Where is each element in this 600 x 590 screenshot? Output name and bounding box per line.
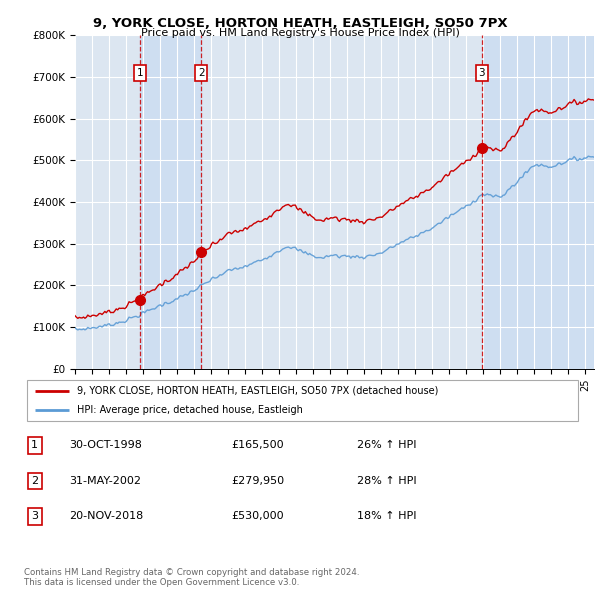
Text: 1: 1 [31,441,38,450]
Text: Contains HM Land Registry data © Crown copyright and database right 2024.
This d: Contains HM Land Registry data © Crown c… [24,568,359,587]
Text: 18% ↑ HPI: 18% ↑ HPI [357,512,416,521]
Text: £530,000: £530,000 [231,512,284,521]
Text: 20-NOV-2018: 20-NOV-2018 [69,512,143,521]
Text: 2: 2 [31,476,38,486]
Text: HPI: Average price, detached house, Eastleigh: HPI: Average price, detached house, East… [77,405,303,415]
Text: £279,950: £279,950 [231,476,284,486]
Text: Price paid vs. HM Land Registry's House Price Index (HPI): Price paid vs. HM Land Registry's House … [140,28,460,38]
Text: 30-OCT-1998: 30-OCT-1998 [69,441,142,450]
Text: 28% ↑ HPI: 28% ↑ HPI [357,476,416,486]
Text: 31-MAY-2002: 31-MAY-2002 [69,476,141,486]
Text: 3: 3 [478,68,485,78]
FancyBboxPatch shape [27,380,578,421]
Text: 2: 2 [198,68,205,78]
Text: 1: 1 [137,68,143,78]
Text: 3: 3 [31,512,38,521]
Text: £165,500: £165,500 [231,441,284,450]
Text: 9, YORK CLOSE, HORTON HEATH, EASTLEIGH, SO50 7PX: 9, YORK CLOSE, HORTON HEATH, EASTLEIGH, … [92,17,508,30]
Bar [140,35,201,369]
Text: 9, YORK CLOSE, HORTON HEATH, EASTLEIGH, SO50 7PX (detached house): 9, YORK CLOSE, HORTON HEATH, EASTLEIGH, … [77,386,439,396]
Bar [482,35,594,369]
Text: 26% ↑ HPI: 26% ↑ HPI [357,441,416,450]
